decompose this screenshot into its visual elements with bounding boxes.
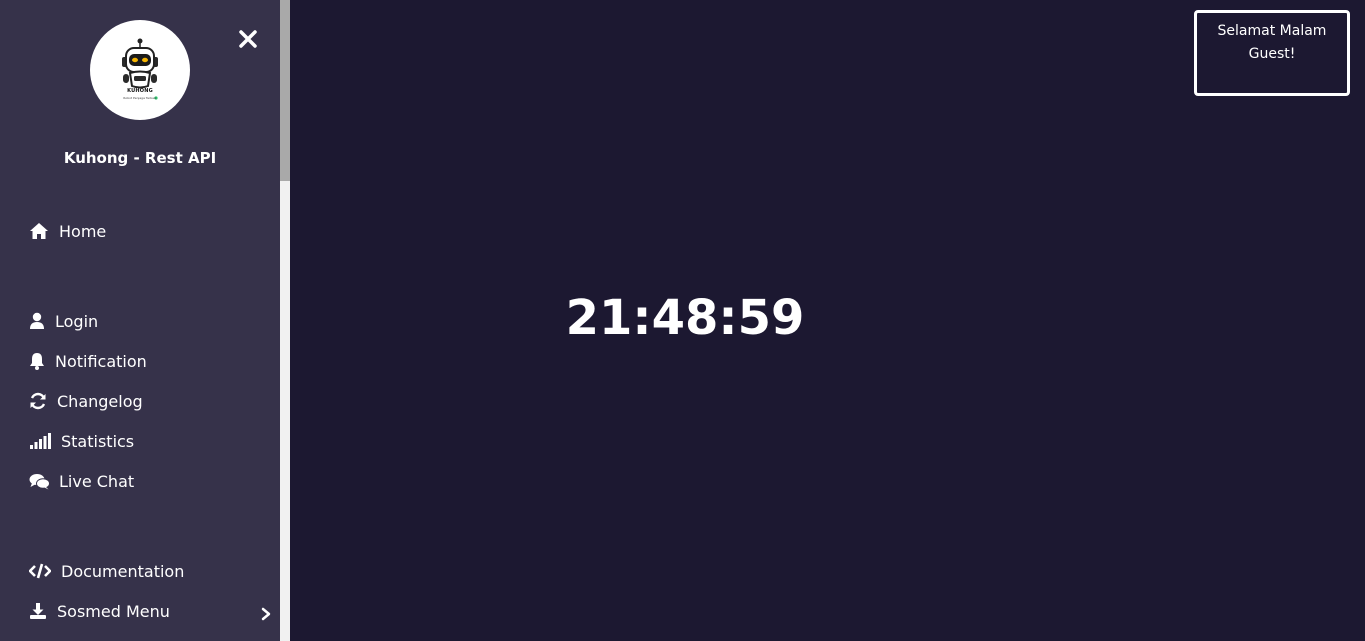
submenu-toggle[interactable] xyxy=(259,606,273,622)
code-icon xyxy=(28,561,52,581)
download-icon xyxy=(28,601,48,621)
sidebar-item-label: Statistics xyxy=(61,431,135,451)
digital-clock: 21:48:59 xyxy=(565,290,805,346)
close-sidebar-button[interactable] xyxy=(236,27,260,51)
avatar-tagline: Robot Penjaga Terbaik xyxy=(123,96,157,100)
sidebar-item-label: Documentation xyxy=(61,561,185,581)
sidebar-item-login[interactable]: Login xyxy=(28,309,98,333)
sidebar-item-live-chat[interactable]: Live Chat xyxy=(28,469,134,493)
sidebar-item-notification[interactable]: Notification xyxy=(28,349,147,373)
sidebar: KUHONG Robot Penjaga Terbaik Kuhong - Re… xyxy=(0,0,280,641)
greeting-line-2: Guest! xyxy=(1248,46,1296,62)
chevron-right-icon xyxy=(261,607,271,621)
sidebar-item-label: Live Chat xyxy=(59,471,135,491)
user-icon xyxy=(28,311,46,331)
sidebar-item-label: Sosmed Menu xyxy=(57,601,170,621)
home-icon xyxy=(28,221,50,241)
sidebar-item-sosmed-menu[interactable]: Sosmed Menu xyxy=(28,599,170,623)
chat-bubbles-icon xyxy=(28,471,50,491)
robot-logo-icon xyxy=(122,38,158,100)
sidebar-item-label: Changelog xyxy=(57,391,143,411)
sidebar-item-label: Notification xyxy=(55,351,147,371)
bell-icon xyxy=(28,351,46,371)
sidebar-item-documentation[interactable]: Documentation xyxy=(28,559,184,583)
sidebar-item-label: Login xyxy=(55,311,99,331)
sidebar-item-statistics[interactable]: Statistics xyxy=(28,429,134,453)
avatar: KUHONG Robot Penjaga Terbaik xyxy=(90,20,190,120)
greeting-line-1: Selamat Malam xyxy=(1217,23,1327,39)
avatar-brand: KUHONG xyxy=(127,88,153,94)
sidebar-item-home[interactable]: Home xyxy=(28,219,106,243)
sidebar-item-changelog[interactable]: Changelog xyxy=(28,389,143,413)
sidebar-scrollbar[interactable] xyxy=(280,0,290,641)
close-icon xyxy=(239,30,257,48)
refresh-icon xyxy=(28,391,48,411)
site-title: Kuhong - Rest API xyxy=(63,149,217,167)
signal-bars-icon xyxy=(28,431,52,451)
sidebar-item-label: Home xyxy=(59,221,107,241)
greeting-box: Selamat Malam Guest! xyxy=(1194,10,1350,96)
scrollbar-thumb[interactable] xyxy=(280,0,290,181)
